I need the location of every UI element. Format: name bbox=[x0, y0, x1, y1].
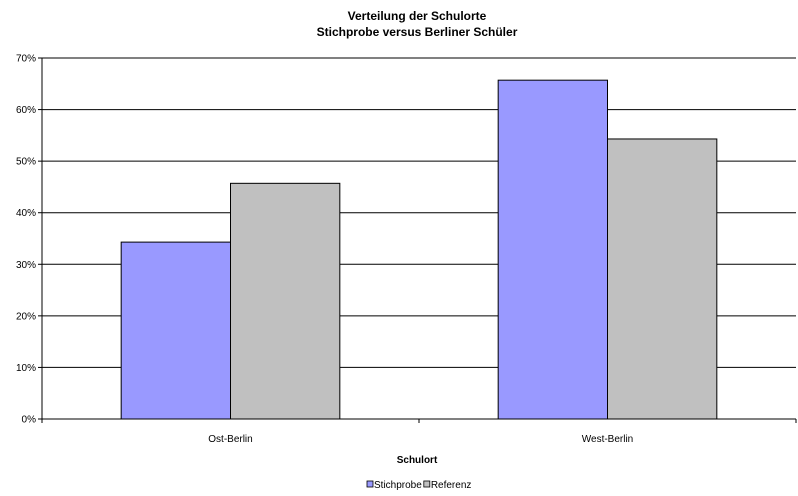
legend: Stichprobe Referenz bbox=[366, 480, 472, 491]
legend-label: Stichprobe bbox=[374, 480, 422, 491]
legend-label: Referenz bbox=[431, 480, 472, 491]
x-tick-label: Ost-Berlin bbox=[208, 434, 252, 445]
bars bbox=[120, 79, 718, 420]
y-tick-label: 40% bbox=[16, 208, 36, 219]
y-tick-label: 50% bbox=[16, 157, 36, 168]
chart-title: Verteilung der Schulorte bbox=[348, 9, 487, 23]
y-tick-label: 70% bbox=[16, 54, 36, 65]
bar-stichprobe-ost-berlin bbox=[120, 241, 231, 420]
axes: 0% 10% 20% 30% 40% 50% 60% 70% Ost-Berlin West-Be… bbox=[16, 54, 797, 445]
y-tick-label: 0% bbox=[22, 415, 37, 426]
x-axis-title: Schulort bbox=[397, 455, 438, 466]
y-tick-label: 60% bbox=[16, 105, 36, 116]
bar-referenz-west-berlin bbox=[607, 138, 718, 420]
legend-swatch bbox=[366, 480, 374, 488]
bar-stichprobe-west-berlin bbox=[497, 79, 609, 420]
chart-subtitle: Stichprobe versus Berliner Schüler bbox=[317, 25, 518, 39]
bar-referenz-ost-berlin bbox=[230, 182, 341, 420]
legend-swatch bbox=[423, 480, 431, 488]
y-tick-label: 20% bbox=[16, 311, 36, 322]
y-tick-label: 10% bbox=[16, 363, 36, 374]
x-tick-label: West-Berlin bbox=[582, 434, 634, 445]
y-tick-label: 30% bbox=[16, 260, 36, 271]
